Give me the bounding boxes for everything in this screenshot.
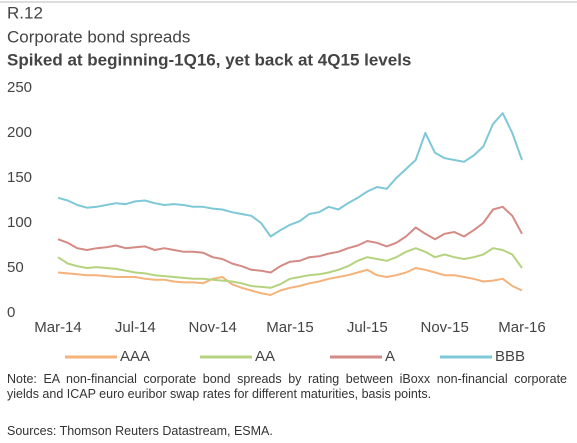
x-tick-label: Jul-15 [347, 319, 388, 336]
note: Note: EA non-financial corporate bond sp… [7, 372, 567, 401]
chart-title: Corporate bond spreads [7, 27, 190, 46]
series-line [57, 112, 523, 238]
y-tick-label: 0 [7, 304, 15, 321]
legend-label: AA [255, 348, 275, 365]
series-line [57, 267, 523, 296]
y-tick-label: 150 [7, 169, 32, 186]
x-tick-label: Mar-14 [34, 319, 82, 336]
legend-label: AAA [120, 348, 150, 365]
x-tick-label: Jul-14 [115, 319, 156, 336]
x-tick-label: Mar-16 [498, 319, 546, 336]
x-tick-label: Mar-15 [266, 319, 314, 336]
x-tick-label: Nov-14 [188, 319, 236, 336]
legend-label: A [385, 348, 395, 365]
source: Sources: Thomson Reuters Datastream, ESM… [7, 424, 273, 438]
chart-subtitle: Spiked at beginning-1Q16, yet back at 4Q… [7, 50, 411, 69]
legend-label: BBB [495, 348, 525, 365]
y-tick-label: 200 [7, 124, 32, 141]
y-tick-label: 100 [7, 214, 32, 231]
series-line [57, 205, 523, 274]
series-line [57, 247, 523, 289]
y-tick-label: 50 [7, 259, 24, 276]
y-tick-label: 250 [7, 79, 32, 96]
chart-label: R.12 [7, 3, 43, 22]
x-tick-label: Nov-15 [420, 319, 468, 336]
